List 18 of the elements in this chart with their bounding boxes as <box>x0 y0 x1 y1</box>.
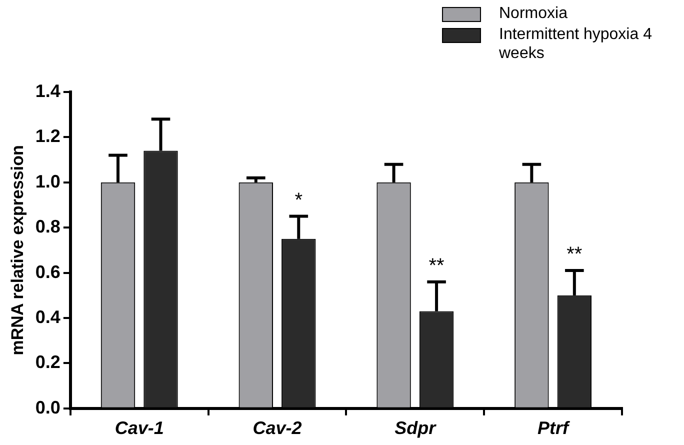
legend-label: Normoxia <box>499 4 568 23</box>
x-tick-label: Ptrf <box>538 418 571 438</box>
x-tick-label: Cav-1 <box>114 418 164 438</box>
y-tick-label: 1.4 <box>35 80 60 101</box>
x-tick-label: Sdpr <box>394 418 437 438</box>
y-tick-label: 0.6 <box>35 262 60 282</box>
y-tick-label: 0.8 <box>35 216 60 237</box>
y-axis-title: mRNA relative expression <box>8 145 27 356</box>
y-tick-label: 0.4 <box>35 306 60 327</box>
legend-label: Intermittent hypoxia 4 weeks <box>499 25 653 63</box>
y-tick-label: 1.0 <box>35 171 60 192</box>
annotation: ** <box>428 254 445 277</box>
y-tick-label: 0.0 <box>35 397 60 418</box>
annotation: ** <box>566 244 582 266</box>
y-tick-label: 0.2 <box>35 352 60 372</box>
x-tick-label: Cav-2 <box>252 418 302 438</box>
annotation: * <box>294 189 303 212</box>
y-tick-label: 1.2 <box>35 126 60 146</box>
